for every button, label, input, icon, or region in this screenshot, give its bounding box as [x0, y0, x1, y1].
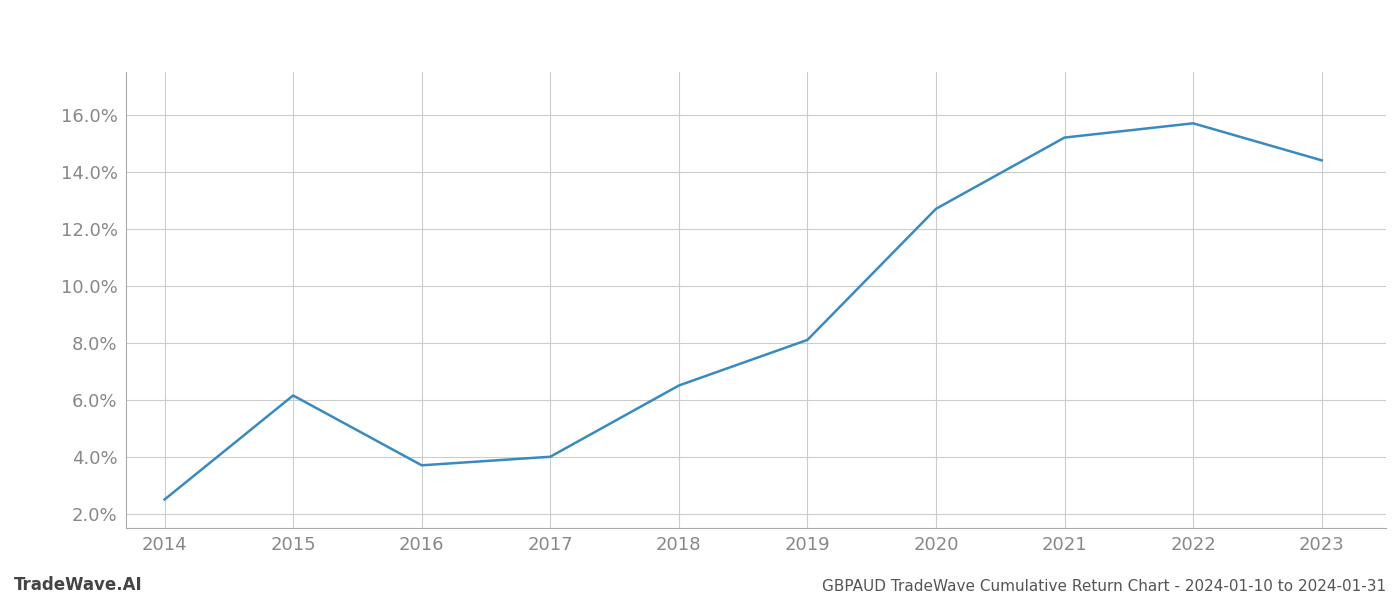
Text: TradeWave.AI: TradeWave.AI: [14, 576, 143, 594]
Text: GBPAUD TradeWave Cumulative Return Chart - 2024-01-10 to 2024-01-31: GBPAUD TradeWave Cumulative Return Chart…: [822, 579, 1386, 594]
